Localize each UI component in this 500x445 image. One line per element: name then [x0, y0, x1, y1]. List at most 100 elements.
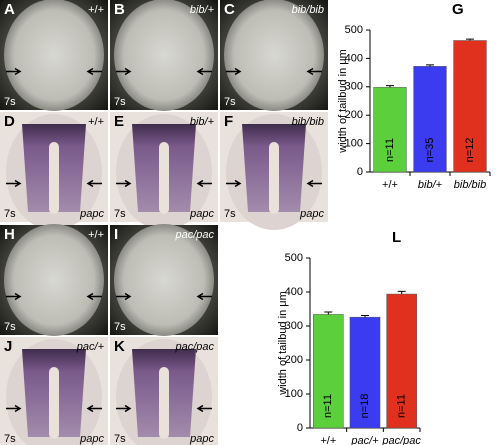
error-bar [324, 311, 333, 315]
y-tick-label: 200 [345, 109, 363, 121]
y-tick-label: 100 [345, 138, 363, 150]
x-tick-label: +/+ [320, 435, 336, 445]
genotype-label: bib/+ [190, 4, 215, 16]
y-tick-label: 400 [285, 286, 303, 298]
stage-label: 7s [114, 96, 126, 108]
stage-label: 7s [4, 208, 16, 220]
probe-label: papc [299, 208, 324, 220]
bar [413, 66, 447, 173]
stage-label: 7s [4, 433, 16, 445]
stage-label: 7s [4, 321, 16, 333]
genotype-label: pac/pac [174, 341, 214, 353]
arrow [116, 179, 132, 188]
y-tick-label: 400 [345, 52, 363, 64]
arrow [6, 292, 22, 301]
probe-label: papc [79, 433, 104, 445]
embryo [4, 224, 104, 336]
panel-letter: E [114, 113, 124, 130]
notochord [159, 142, 169, 214]
panel-letter: G [452, 1, 464, 18]
sample-size: n=11 [384, 138, 396, 162]
arrow [6, 404, 22, 413]
arrow [306, 179, 322, 188]
embryo [114, 0, 214, 111]
y-tick-label: 300 [345, 81, 363, 93]
arrow [6, 179, 22, 188]
x-tick-label: pac/pac [381, 435, 421, 445]
arrow [306, 67, 322, 76]
error-bar [426, 64, 434, 67]
probe-label: papc [79, 208, 104, 220]
panel-letter: H [4, 226, 15, 243]
arrow [226, 67, 242, 76]
panel-letter: C [224, 1, 235, 18]
x-tick-label: pac/+ [350, 435, 379, 445]
arrow [196, 179, 212, 188]
bar [373, 87, 407, 173]
arrow [196, 67, 212, 76]
y-tick-label: 100 [285, 388, 303, 400]
stage-label: 7s [114, 321, 126, 333]
bar [453, 40, 487, 173]
genotype-label: pac/+ [76, 341, 105, 353]
arrow [86, 67, 102, 76]
arrow [86, 179, 102, 188]
sample-size: n=11 [396, 394, 408, 418]
error-bar [397, 290, 406, 295]
embryo [114, 224, 214, 336]
sample-size: n=12 [464, 138, 476, 163]
arrow [86, 292, 102, 301]
panel-letter: J [4, 338, 12, 355]
notochord [159, 367, 169, 439]
arrow [6, 67, 22, 76]
stage-label: 7s [4, 96, 16, 108]
panel-letter: D [4, 113, 15, 130]
probe-label: papc [189, 433, 214, 445]
notochord [49, 367, 59, 439]
error-bar [466, 38, 474, 41]
embryo [4, 0, 104, 111]
notochord [269, 142, 279, 214]
genotype-label: +/+ [88, 229, 104, 241]
genotype-label: bib/bib [292, 4, 324, 16]
panel-letter: F [224, 113, 233, 130]
y-axis-label: width of tailbud in μm [277, 291, 289, 396]
stage-label: 7s [114, 433, 126, 445]
bar [386, 293, 417, 429]
genotype-label: bib/+ [190, 116, 215, 128]
sample-size: n=18 [359, 394, 371, 419]
image-panel: D +/+ 7s papc [0, 112, 108, 230]
genotype-label: +/+ [88, 116, 104, 128]
arrow [116, 67, 132, 76]
image-panel: H +/+ 7s [0, 224, 108, 336]
genotype-label: bib/bib [292, 116, 324, 128]
error-bar [361, 314, 369, 318]
arrow [196, 404, 212, 413]
y-tick-label: 500 [345, 24, 363, 36]
genotype-label: pac/pac [174, 229, 214, 241]
stage-label: 7s [224, 96, 236, 108]
y-axis-label: width of tailbud in μm [337, 49, 349, 154]
panel-letter: A [4, 1, 15, 18]
arrow [116, 404, 132, 413]
arrow [116, 292, 132, 301]
panel-letter: L [392, 229, 401, 246]
stage-label: 7s [224, 208, 236, 220]
genotype-label: +/+ [88, 4, 104, 16]
error-bar [386, 85, 394, 88]
panel-letter: B [114, 1, 125, 18]
panel-letter: K [114, 338, 125, 355]
x-tick-label: bib/+ [418, 179, 443, 191]
y-tick-label: 300 [285, 320, 303, 332]
y-tick-label: 0 [357, 166, 363, 178]
y-tick-label: 200 [285, 354, 303, 366]
y-tick-label: 500 [285, 252, 303, 264]
image-panel: A +/+ 7s [0, 0, 108, 111]
probe-label: papc [189, 208, 214, 220]
